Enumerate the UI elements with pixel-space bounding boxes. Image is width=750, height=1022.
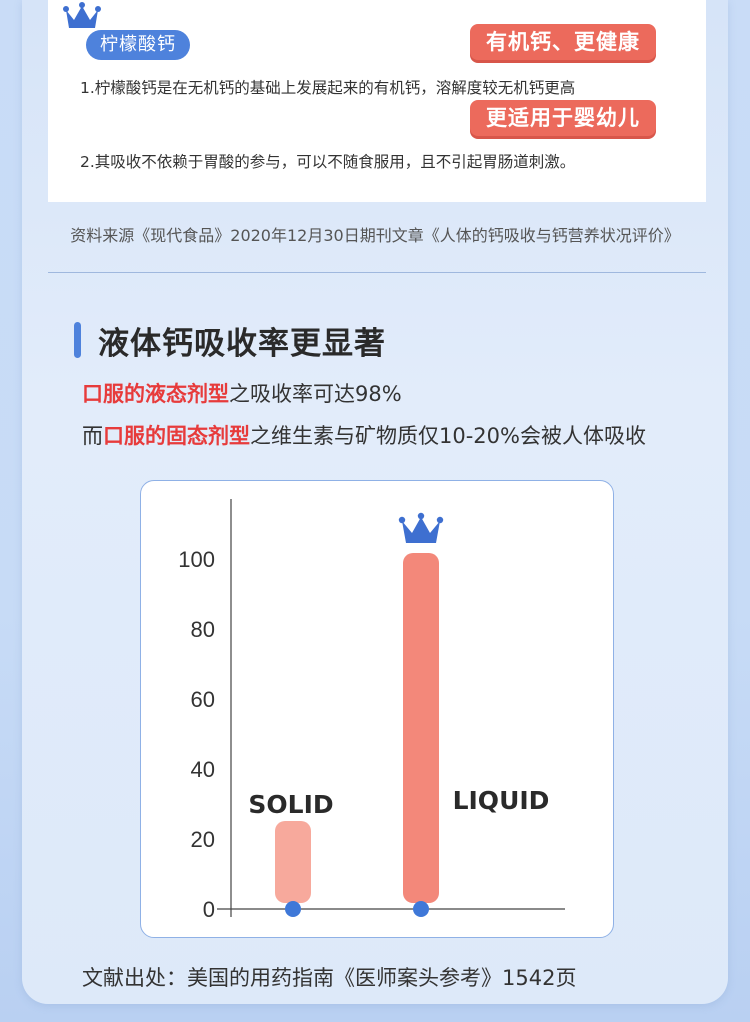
reference-citation: 文献出处：美国的用药指南《医师案头参考》1542页 <box>82 966 577 990</box>
info-line-1: 1.柠檬酸钙是在无机钙的基础上发展起来的有机钙，溶解度较无机钙更高 <box>80 79 576 97</box>
divider <box>48 272 706 273</box>
description-2-rest: 之维生素与矿物质仅10-20%会被人体吸收 <box>250 424 646 448</box>
description-2-prefix: 而 <box>82 424 103 448</box>
heading-accent-bar <box>74 322 81 358</box>
info-line-2: 2.其吸收不依赖于胃酸的参与，可以不随食服用，且不引起胃肠道刺激。 <box>80 153 576 171</box>
y-tick-label: 40 <box>191 757 215 782</box>
solid-highlight: 口服的固态剂型 <box>103 424 250 448</box>
bar-base-dot <box>285 901 301 917</box>
bar-solid <box>275 821 311 903</box>
source-citation: 资料来源《现代食品》2020年12月30日期刊文章《人体的钙吸收与钙营养状况评价… <box>70 226 680 245</box>
category-label: SOLID <box>248 790 333 819</box>
bar-base-dot <box>413 901 429 917</box>
calcium-citrate-tag: 柠檬酸钙 <box>86 30 190 60</box>
category-label: LIQUID <box>453 786 550 815</box>
y-tick-label: 100 <box>178 547 215 572</box>
y-tick-label: 60 <box>191 687 215 712</box>
liquid-highlight: 口服的液态剂型 <box>82 382 229 406</box>
chart-card: 0 20 40 60 80 100 SOLID LIQUID <box>140 480 614 938</box>
y-tick-label: 80 <box>191 617 215 642</box>
y-tick-label: 20 <box>191 827 215 852</box>
absorption-bar-chart: 0 20 40 60 80 100 SOLID LIQUID <box>178 499 565 922</box>
section-title: 液体钙吸收率更显著 <box>98 326 386 362</box>
description-1-rest: 之吸收率可达98% <box>229 382 402 406</box>
organic-calcium-badge: 有机钙、更健康 <box>470 24 656 60</box>
y-tick-label: 0 <box>203 897 215 922</box>
bar-liquid <box>403 553 439 903</box>
infant-suitable-badge: 更适用于婴幼儿 <box>470 100 656 136</box>
crown-icon <box>63 2 101 28</box>
description-line-2: 而口服的固态剂型之维生素与矿物质仅10-20%会被人体吸收 <box>82 420 646 450</box>
crown-icon <box>398 512 444 543</box>
description-line-1: 口服的液态剂型之吸收率可达98% <box>82 378 402 408</box>
